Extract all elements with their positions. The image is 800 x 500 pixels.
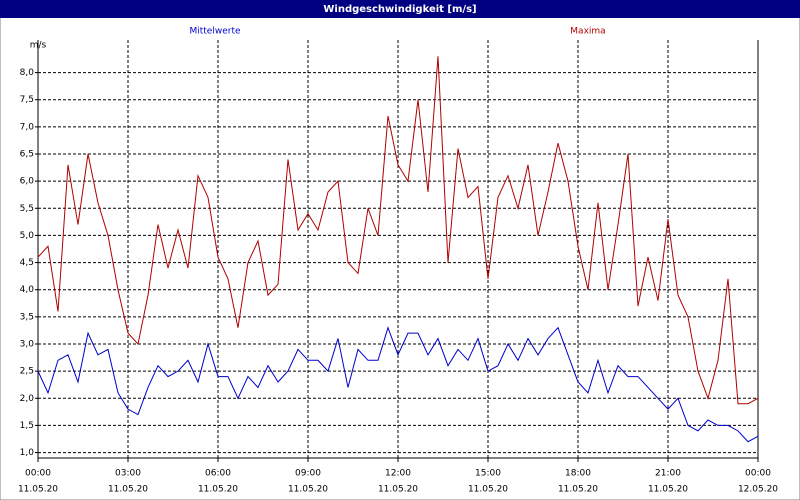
x-tick-label: 00:00 [745, 469, 771, 479]
series-line [37, 56, 759, 405]
x-tick-label: 18:00 [565, 469, 591, 479]
x-tick-label: 03:00 [115, 469, 141, 479]
y-tick-label: 2,0 [20, 394, 35, 404]
x-tick-label: 15:00 [475, 469, 501, 479]
x-tick-date: 11.05.20 [108, 485, 148, 495]
y-tick-label: 4,5 [20, 258, 34, 268]
x-tick-label: 00:00 [25, 469, 51, 479]
x-tick-date: 11.05.20 [378, 485, 418, 495]
x-tick-date: 11.05.20 [18, 485, 58, 495]
y-tick-label: 1,5 [20, 421, 34, 431]
x-tick-label: 12:00 [385, 469, 411, 479]
y-tick-label: 1,0 [20, 448, 35, 458]
legend-label: Mittelwerte [189, 27, 240, 37]
y-tick-label: 3,5 [20, 312, 34, 322]
y-tick-label: 7,0 [20, 122, 35, 132]
x-tick-label: 06:00 [205, 469, 231, 479]
x-tick-date: 11.05.20 [468, 485, 508, 495]
y-tick-label: 5,5 [20, 204, 34, 214]
y-tick-label: 4,0 [20, 285, 35, 295]
x-tick-date: 11.05.20 [288, 485, 328, 495]
title-bar [0, 0, 800, 18]
x-tick-date: 11.05.20 [198, 485, 238, 495]
x-tick-label: 09:00 [295, 469, 321, 479]
x-tick-date: 11.05.20 [648, 485, 688, 495]
y-tick-label: 3,0 [20, 340, 35, 350]
x-tick-label: 21:00 [655, 469, 681, 479]
y-tick-label: 6,5 [20, 150, 34, 160]
y-tick-label: 8,0 [20, 68, 35, 78]
x-tick-date: 12.05.20 [738, 485, 778, 495]
y-tick-label: 6,0 [20, 177, 35, 187]
chart-title: Windgeschwindigkeit [m/s] [323, 4, 476, 15]
y-tick-label: 5,0 [20, 231, 35, 241]
y-tick-label: 7,5 [20, 95, 34, 105]
series-line [37, 326, 759, 443]
x-tick-date: 11.05.20 [558, 485, 598, 495]
y-tick-label: 2,5 [20, 367, 34, 377]
legend-label: Maxima [570, 27, 605, 37]
